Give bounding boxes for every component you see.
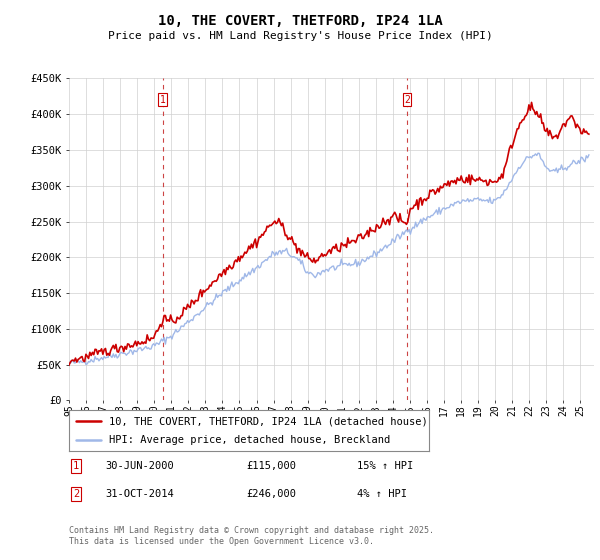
Text: 1: 1 — [73, 461, 79, 471]
Text: 1: 1 — [160, 95, 166, 105]
Text: 4% ↑ HPI: 4% ↑ HPI — [357, 489, 407, 499]
Text: 10, THE COVERT, THETFORD, IP24 1LA: 10, THE COVERT, THETFORD, IP24 1LA — [158, 14, 442, 28]
Text: 15% ↑ HPI: 15% ↑ HPI — [357, 461, 413, 471]
Text: 2: 2 — [404, 95, 410, 105]
Text: 30-JUN-2000: 30-JUN-2000 — [105, 461, 174, 471]
Text: £115,000: £115,000 — [246, 461, 296, 471]
Text: Contains HM Land Registry data © Crown copyright and database right 2025.
This d: Contains HM Land Registry data © Crown c… — [69, 526, 434, 546]
Text: 2: 2 — [73, 489, 79, 499]
Text: Price paid vs. HM Land Registry's House Price Index (HPI): Price paid vs. HM Land Registry's House … — [107, 31, 493, 41]
Text: 10, THE COVERT, THETFORD, IP24 1LA (detached house): 10, THE COVERT, THETFORD, IP24 1LA (deta… — [109, 417, 427, 426]
Text: £246,000: £246,000 — [246, 489, 296, 499]
Text: 31-OCT-2014: 31-OCT-2014 — [105, 489, 174, 499]
Text: HPI: Average price, detached house, Breckland: HPI: Average price, detached house, Brec… — [109, 435, 390, 445]
